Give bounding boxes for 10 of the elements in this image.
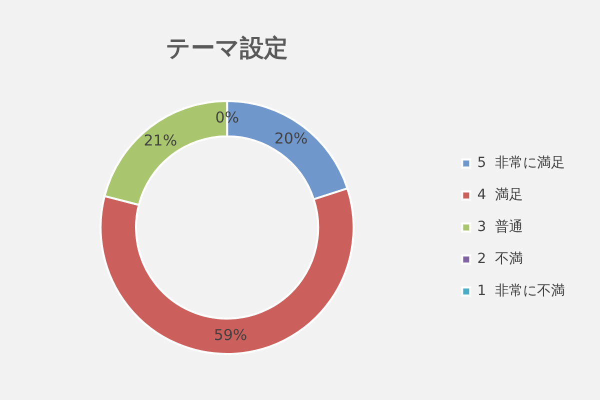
text: 0% [215,108,239,127]
legend-label: 2 不満 [477,251,524,268]
legend-label: 5 非常に満足 [477,155,566,172]
legend-label: 4 満足 [477,187,524,204]
legend-label: 1 非常に不満 [477,283,566,300]
legend-label: 3 普通 [477,218,524,236]
data-label: 20% [274,129,308,148]
chart-title: テーマ設定 [166,34,288,62]
data-label: 59% [214,326,248,344]
data-label: 21% [144,131,178,150]
